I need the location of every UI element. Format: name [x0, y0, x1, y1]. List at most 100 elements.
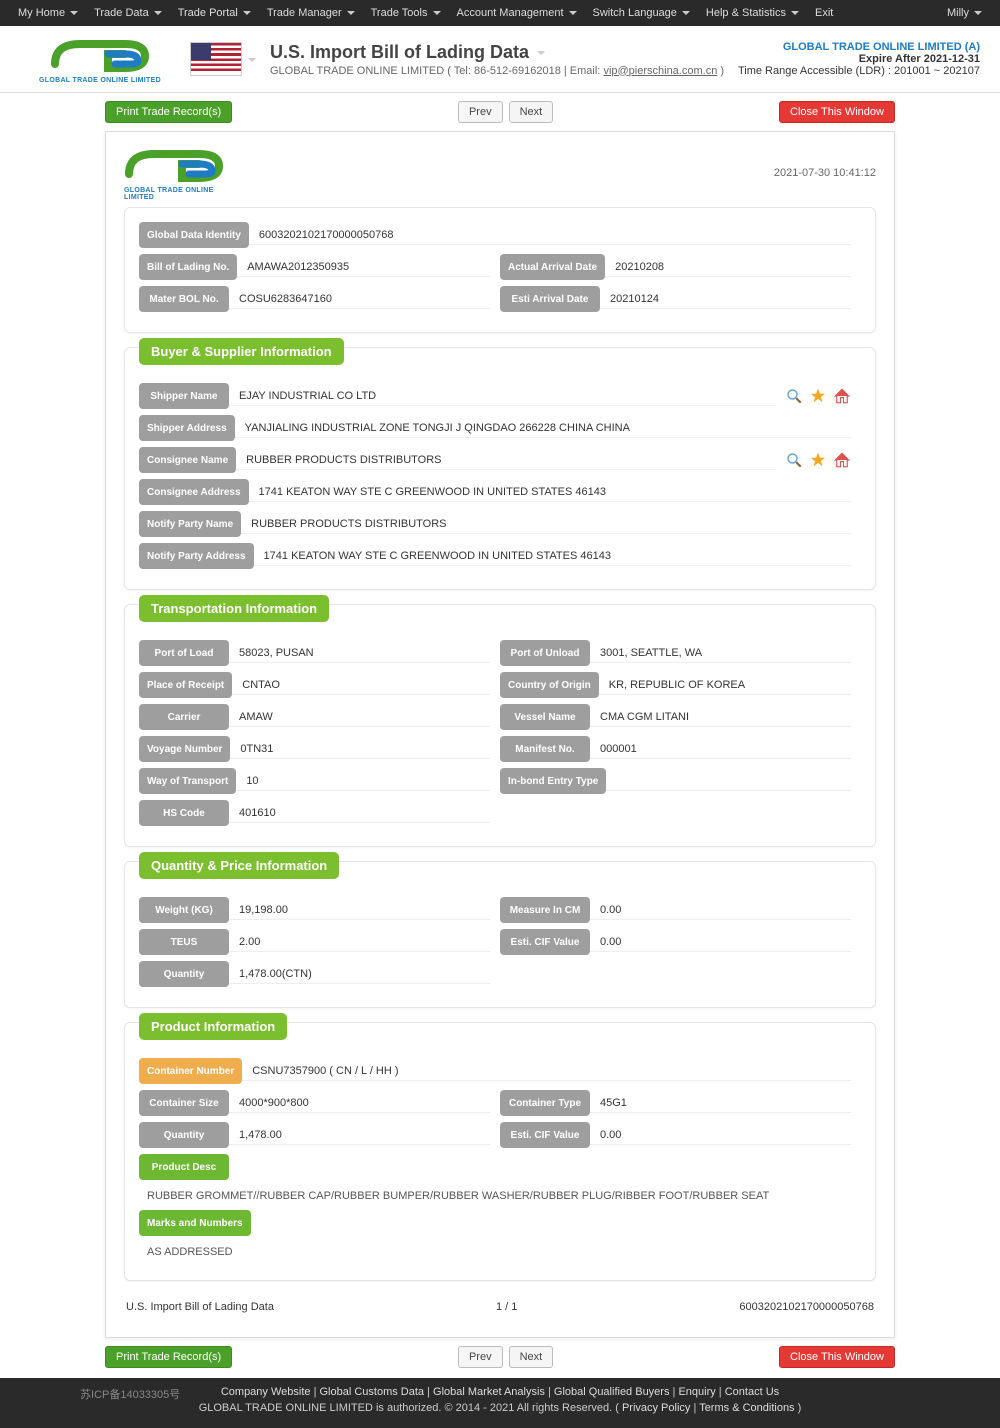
- value-notify-addr: 1741 KEATON WAY STE C GREENWOOD IN UNITE…: [254, 546, 851, 566]
- value-carrier: AMAW: [229, 707, 490, 727]
- footer-terms-link[interactable]: Terms & Conditions: [699, 1402, 794, 1414]
- value-teus: 2.00: [229, 932, 490, 952]
- page-header: GLOBAL TRADE ONLINE LIMITED U.S. Import …: [0, 26, 1000, 93]
- home-icon[interactable]: [833, 451, 851, 469]
- next-button[interactable]: Next: [509, 101, 554, 123]
- print-button-bottom[interactable]: Print Trade Record(s): [105, 1346, 232, 1368]
- nav-exit[interactable]: Exit: [807, 7, 841, 19]
- subtitle-tel: ( Tel: 86-512-69162018 | Email:: [447, 65, 600, 77]
- label-inbond: In-bond Entry Type: [500, 768, 606, 794]
- prev-button-bottom[interactable]: Prev: [458, 1346, 503, 1368]
- sheet-logo: GLOBAL TRADE ONLINE LIMITED: [124, 144, 224, 201]
- page-subtitle: GLOBAL TRADE ONLINE LIMITED ( Tel: 86-51…: [270, 65, 738, 77]
- value-consignee-addr: 1741 KEATON WAY STE C GREENWOOD IN UNITE…: [249, 482, 851, 502]
- value-container-number: CSNU7357900 ( CN / L / HH ): [242, 1061, 851, 1081]
- label-product-desc: Product Desc: [139, 1154, 229, 1180]
- prev-button[interactable]: Prev: [458, 101, 503, 123]
- nav-switch-lang[interactable]: Switch Language: [585, 7, 698, 19]
- nav-account-mgmt[interactable]: Account Management: [449, 7, 585, 19]
- topbar: My Home Trade Data Trade Portal Trade Ma…: [0, 0, 1000, 26]
- label-port-unload: Port of Unload: [500, 640, 590, 666]
- value-ead: 20210124: [600, 289, 851, 309]
- star-icon[interactable]: [809, 451, 827, 469]
- label-notify-addr: Notify Party Address: [139, 543, 254, 569]
- footer-link-contact[interactable]: Contact Us: [725, 1386, 779, 1398]
- us-flag-icon: [190, 42, 242, 76]
- logo-tagline: GLOBAL TRADE ONLINE LIMITED: [20, 77, 180, 84]
- title-block: U.S. Import Bill of Lading Data GLOBAL T…: [270, 42, 738, 77]
- nav-trade-portal[interactable]: Trade Portal: [170, 7, 259, 19]
- identity-card: Global Data Identity 6003202102170000050…: [124, 207, 876, 333]
- label-product-cif: Esti. CIF Value: [500, 1122, 590, 1148]
- next-button-bottom[interactable]: Next: [509, 1346, 554, 1368]
- account-name: GLOBAL TRADE ONLINE LIMITED (A): [738, 41, 980, 53]
- value-receipt: CNTAO: [232, 675, 490, 695]
- label-cif: Esti. CIF Value: [500, 929, 590, 955]
- value-marks: AS ADDRESSED: [139, 1242, 861, 1266]
- value-gdi: 6003202102170000050768: [249, 225, 851, 245]
- sheet-header: GLOBAL TRADE ONLINE LIMITED 2021-07-30 1…: [124, 144, 876, 201]
- footer-link-market[interactable]: Global Market Analysis: [433, 1386, 545, 1398]
- nav-help-stats[interactable]: Help & Statistics: [698, 7, 807, 19]
- page-title-text: U.S. Import Bill of Lading Data: [270, 42, 529, 63]
- value-consignee-name: RUBBER PRODUCTS DISTRIBUTORS: [236, 450, 775, 470]
- flag-selector[interactable]: [190, 42, 256, 76]
- value-manifest: 000001: [590, 739, 851, 759]
- value-port-load: 58023, PUSAN: [229, 643, 490, 663]
- label-bol: Bill of Lading No.: [139, 254, 237, 280]
- star-icon[interactable]: [809, 387, 827, 405]
- label-mbol: Mater BOL No.: [139, 286, 229, 312]
- sheet-footer-id: 6003202102170000050768: [739, 1301, 874, 1313]
- value-mbol: COSU6283647160: [229, 289, 490, 309]
- value-measure: 0.00: [590, 900, 851, 920]
- user-menu[interactable]: Milly: [939, 7, 990, 19]
- label-product-qty: Quantity: [139, 1122, 229, 1148]
- print-button[interactable]: Print Trade Record(s): [105, 101, 232, 123]
- search-icon[interactable]: [785, 451, 803, 469]
- product-title: Product Information: [139, 1013, 287, 1040]
- label-vessel: Vessel Name: [500, 704, 590, 730]
- footer-link-buyers[interactable]: Global Qualified Buyers: [554, 1386, 670, 1398]
- home-icon[interactable]: [833, 387, 851, 405]
- close-button[interactable]: Close This Window: [779, 101, 895, 123]
- qty-price-title: Quantity & Price Information: [139, 852, 339, 879]
- label-voyage: Voyage Number: [139, 736, 230, 762]
- value-container-type: 45G1: [590, 1093, 851, 1113]
- close-button-bottom[interactable]: Close This Window: [779, 1346, 895, 1368]
- subtitle-email-link[interactable]: vip@pierschina.com.cn: [603, 65, 717, 77]
- footer-link-website[interactable]: Company Website: [221, 1386, 311, 1398]
- value-cif: 0.00: [590, 932, 851, 952]
- footer-link-customs[interactable]: Global Customs Data: [320, 1386, 425, 1398]
- icp-text: 苏ICP备14033305号: [80, 1386, 180, 1402]
- qty-price-card: Quantity & Price Information Weight (KG)…: [124, 861, 876, 1008]
- title-caret-icon[interactable]: [535, 42, 545, 63]
- value-hs: 401610: [229, 803, 490, 823]
- label-aad: Actual Arrival Date: [500, 254, 605, 280]
- label-consignee-addr: Consignee Address: [139, 479, 249, 505]
- subtitle-close: ): [720, 65, 724, 77]
- nav-trade-manager[interactable]: Trade Manager: [259, 7, 363, 19]
- label-consignee-name: Consignee Name: [139, 447, 236, 473]
- document-sheet: GLOBAL TRADE ONLINE LIMITED 2021-07-30 1…: [105, 131, 895, 1338]
- label-manifest: Manifest No.: [500, 736, 590, 762]
- footer-privacy-link[interactable]: Privacy Policy: [622, 1402, 690, 1414]
- label-marks: Marks and Numbers: [139, 1210, 251, 1236]
- label-gdi: Global Data Identity: [139, 222, 249, 248]
- search-icon[interactable]: [785, 387, 803, 405]
- value-inbond: [606, 771, 851, 791]
- label-qty: Quantity: [139, 961, 229, 987]
- value-vessel: CMA CGM LITANI: [590, 707, 851, 727]
- label-measure: Measure In CM: [500, 897, 590, 923]
- nav-trade-data[interactable]: Trade Data: [86, 7, 170, 19]
- flag-caret-icon: [246, 52, 256, 66]
- label-port-load: Port of Load: [139, 640, 229, 666]
- value-way: 10: [236, 771, 490, 791]
- nav-trade-tools[interactable]: Trade Tools: [363, 7, 449, 19]
- nav-my-home[interactable]: My Home: [10, 7, 86, 19]
- sheet-footer-pager: 1 / 1: [496, 1301, 517, 1313]
- footer-copyright-pre: GLOBAL TRADE ONLINE LIMITED is authorize…: [199, 1402, 619, 1414]
- value-container-size: 4000*900*800: [229, 1093, 490, 1113]
- value-port-unload: 3001, SEATTLE, WA: [590, 643, 851, 663]
- footer-link-enquiry[interactable]: Enquiry: [678, 1386, 715, 1398]
- transport-title: Transportation Information: [139, 595, 329, 622]
